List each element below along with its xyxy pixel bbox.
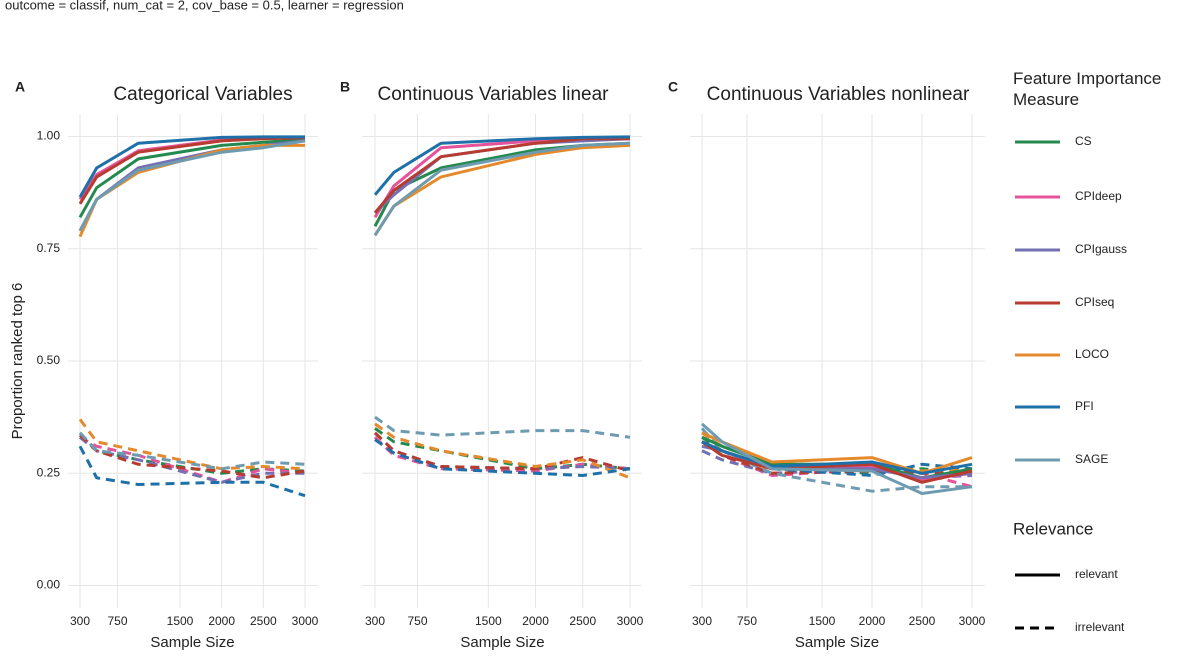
legend-label: CPIdeep <box>1075 189 1122 203</box>
series-line <box>373 141 631 237</box>
legend-title: Relevance <box>1013 519 1093 538</box>
series-line <box>78 139 306 232</box>
x-tick-label: 750 <box>107 614 127 628</box>
x-tick-label: 750 <box>407 614 427 628</box>
y-tick-label: 0.75 <box>37 241 61 255</box>
x-axis-label: Sample Size <box>795 634 879 651</box>
legend-label: relevant <box>1075 567 1118 581</box>
x-tick-label: 750 <box>737 614 757 628</box>
panel-tag: B <box>340 79 350 95</box>
series-line <box>78 445 306 498</box>
x-tick-label: 2000 <box>522 614 549 628</box>
x-tick-label: 1500 <box>809 614 836 628</box>
series-line <box>374 427 631 471</box>
x-tick-label: 1500 <box>167 614 194 628</box>
series-line <box>373 141 631 227</box>
y-tick-label: 1.00 <box>37 129 61 143</box>
series-line <box>374 438 631 477</box>
series-line <box>701 440 973 484</box>
x-axis-label: Sample Size <box>150 634 234 651</box>
series-line <box>78 135 305 198</box>
x-axis-label: Sample Size <box>460 634 544 651</box>
panel-tag: C <box>668 79 678 95</box>
x-tick-label: 3000 <box>617 614 644 628</box>
x-tick-label: 3000 <box>292 614 319 628</box>
y-tick-label: 0.25 <box>37 465 61 479</box>
legend-label: LOCO <box>1075 347 1109 361</box>
series-line <box>374 415 631 439</box>
series-line <box>78 418 306 471</box>
legend-label: irrelevant <box>1075 620 1125 634</box>
series-line <box>701 440 973 475</box>
legend-label: CS <box>1075 134 1092 148</box>
x-tick-label: 2500 <box>909 614 936 628</box>
series-line <box>78 138 306 219</box>
y-axis-label: Proportion ranked top 6 <box>9 283 26 440</box>
series-line <box>700 427 972 493</box>
legend-label: PFI <box>1075 399 1094 413</box>
panel-title: Continuous Variables nonlinear <box>707 84 970 105</box>
legend-title: Feature Importance Measure <box>1013 69 1162 109</box>
x-tick-label: 300 <box>692 614 712 628</box>
series-line <box>373 135 631 196</box>
subtitle: outcome = classif, num_cat = 2, cov_base… <box>5 0 404 12</box>
x-tick-label: 3000 <box>959 614 986 628</box>
x-tick-label: 300 <box>365 614 385 628</box>
series-line <box>700 422 973 495</box>
series-line <box>373 431 631 473</box>
x-tick-label: 2500 <box>250 614 277 628</box>
legend-label: CPIseq <box>1075 295 1114 309</box>
y-tick-label: 0.50 <box>37 353 61 367</box>
panel-title: Continuous Variables linear <box>378 84 610 105</box>
x-tick-label: 2500 <box>569 614 596 628</box>
x-tick-label: 1500 <box>475 614 502 628</box>
series-line <box>78 136 306 205</box>
series-line <box>78 431 306 471</box>
y-tick-label: 0.00 <box>37 578 61 592</box>
legend-label: SAGE <box>1075 452 1108 466</box>
legend-label: CPIgauss <box>1075 242 1127 256</box>
x-tick-label: 2000 <box>859 614 886 628</box>
series-line <box>373 137 630 214</box>
panel-tag: A <box>15 79 25 95</box>
x-tick-label: 2000 <box>208 614 235 628</box>
x-tick-label: 300 <box>70 614 90 628</box>
series-line <box>374 422 631 480</box>
panel-title: Categorical Variables <box>113 84 292 105</box>
series-line <box>78 434 306 480</box>
